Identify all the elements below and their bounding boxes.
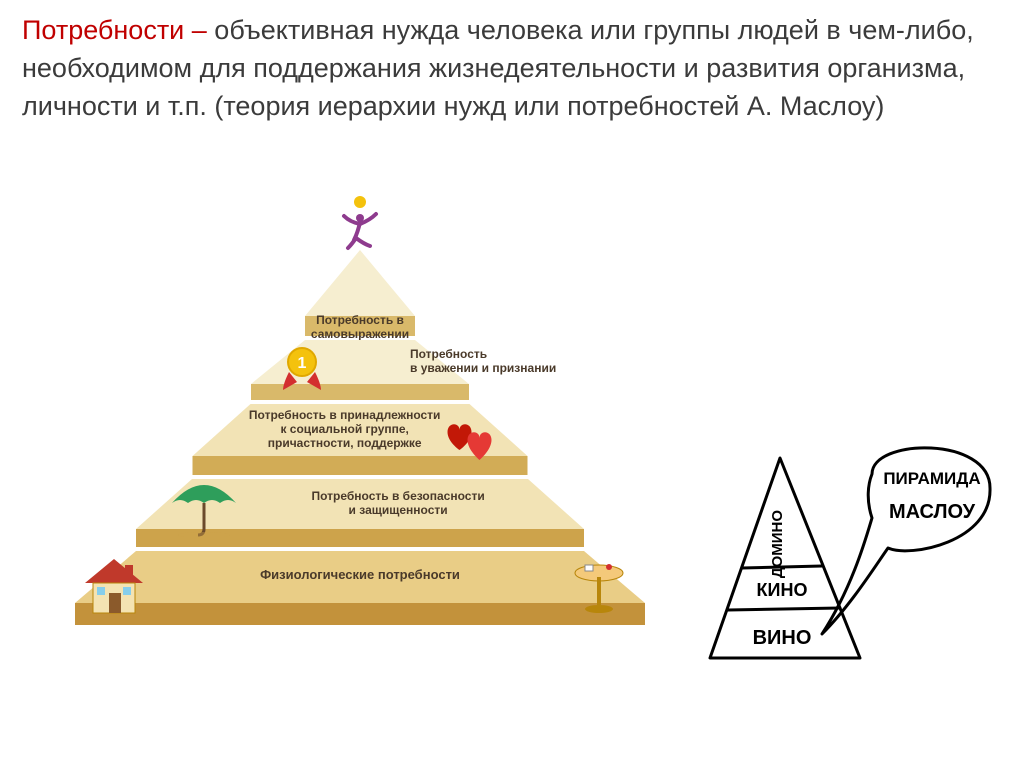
- hearts-icon: [442, 420, 500, 464]
- house-icon: [79, 555, 149, 617]
- doodle-tier-3: ВИНО: [753, 627, 812, 649]
- dash: –: [184, 15, 214, 45]
- tier-label-1: Потребность в самовыражении: [311, 314, 409, 342]
- doodle-tier-1: ДОМИНО: [769, 510, 786, 578]
- doodle-joke-pyramid: ДОМИНО КИНО ВИНО ПИРАМИДА МАСЛОУ: [700, 418, 1000, 718]
- tier-label-3: Потребность в принадлежности к социально…: [249, 409, 441, 450]
- cafe-table-icon: [567, 557, 631, 617]
- tier-label-4: Потребность в безопасности и защищенност…: [311, 490, 484, 518]
- doodle-tier-2: КИНО: [757, 580, 808, 600]
- definition-text: Потребности – объективная нужда человека…: [22, 12, 1002, 125]
- tier-label-2: Потребность в уважении и признании: [410, 348, 556, 376]
- tier-physiological: [75, 551, 645, 625]
- doodle-bubble-2: МАСЛОУ: [889, 501, 976, 523]
- medal-icon: 1: [279, 344, 325, 390]
- svg-text:1: 1: [298, 355, 307, 372]
- doodle-bubble-1: ПИРАМИДА: [883, 469, 980, 488]
- umbrella-icon: [164, 471, 244, 537]
- apex-decoration: [330, 194, 390, 252]
- maslow-pyramid: Потребность в самовыражении 1 Потребност…: [50, 200, 670, 720]
- tier-label-5: Физиологические потребности: [260, 568, 460, 583]
- term: Потребности: [22, 15, 184, 45]
